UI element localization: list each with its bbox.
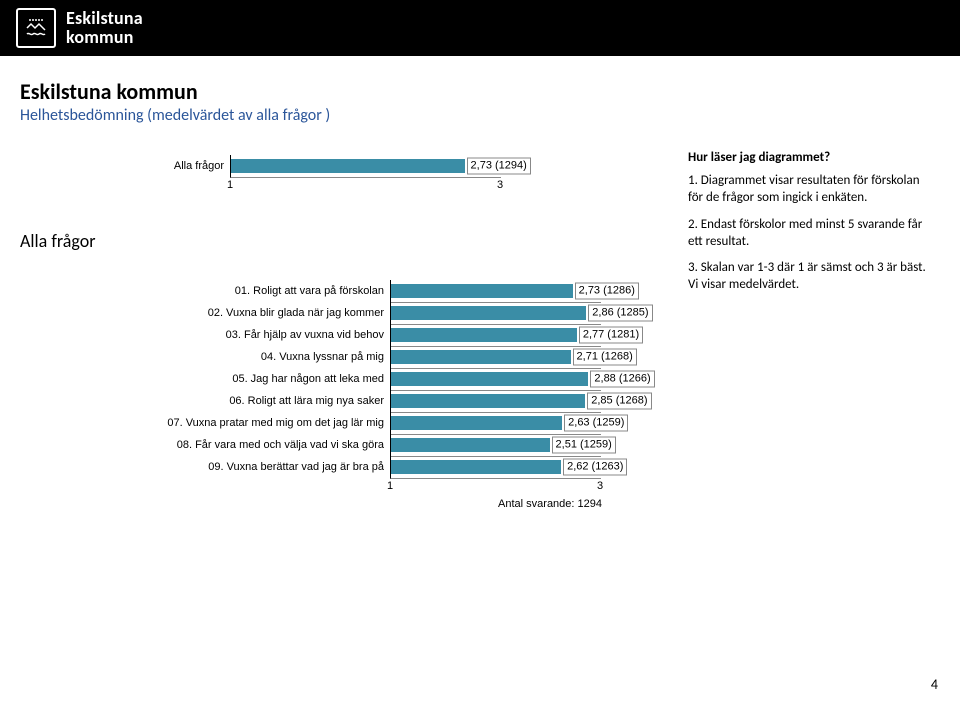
chart-value-label: 2,77 (1281) [579,326,643,343]
axis-tick: 1 [227,179,233,191]
chart-bar [391,372,588,386]
chart-value-label: 2,88 (1266) [590,370,654,387]
chart-value-label: 2,62 (1263) [563,458,627,475]
chart-bar [391,284,573,298]
chart-value-label: 2,73 (1286) [575,282,639,299]
chart-track: 2,73 (1294) [230,155,501,178]
chart-bar [391,350,571,364]
chart-row: Alla frågor2,73 (1294) [130,155,501,177]
chart-row-label: 03. Får hjälp av vuxna vid behov [130,329,390,341]
chart-overall: Alla frågor2,73 (1294)13 [130,155,501,195]
chart-axis: 13 [230,179,500,195]
chart-value-label: 2,85 (1268) [587,392,651,409]
chart-track: 2,77 (1281) [390,324,601,347]
explanation-p2: 2. Endast förskolor med minst 5 svarande… [688,217,932,251]
chart-row: 07. Vuxna pratar med mig om det jag lär … [130,412,601,434]
chart-row-label: 09. Vuxna berättar vad jag är bra på [130,461,390,473]
chart-bar [391,460,561,474]
chart-value-label: 2,71 (1268) [573,348,637,365]
explanation-title: Hur läser jag diagrammet? [688,150,932,167]
chart-bar [391,306,586,320]
chart-track: 2,73 (1286) [390,280,601,303]
chart-row-label: 07. Vuxna pratar med mig om det jag lär … [130,417,390,429]
chart-bar [391,328,577,342]
chart-bar [391,438,550,452]
chart-row: 01. Roligt att vara på förskolan2,73 (12… [130,280,601,302]
chart-track: 2,62 (1263) [390,456,601,479]
chart-row: 05. Jag har någon att leka med2,88 (1266… [130,368,601,390]
axis-tick: 1 [387,480,393,492]
explanation-box: Hur läser jag diagrammet? 1. Diagrammet … [688,150,932,304]
chart-value-label: 2,63 (1259) [564,414,628,431]
axis-tick: 3 [497,179,503,191]
chart-bar [231,159,465,173]
chart-row: 03. Får hjälp av vuxna vid behov2,77 (12… [130,324,601,346]
page-title: Eskilstuna kommun [20,78,198,105]
chart-row-label: 02. Vuxna blir glada när jag kommer [130,307,390,319]
chart-row-label: 08. Får vara med och välja vad vi ska gö… [130,439,390,451]
chart-footer-note: Antal svarande: 1294 [498,498,602,510]
chart-value-label: 2,86 (1285) [588,304,652,321]
chart-row: 09. Vuxna berättar vad jag är bra på2,62… [130,456,601,478]
chart-axis: 13Antal svarande: 1294 [390,480,600,496]
brand-line-2: kommun [66,28,143,47]
chart-row-label: Alla frågor [130,160,230,172]
chart-row-label: 01. Roligt att vara på förskolan [130,285,390,297]
chart-row: 08. Får vara med och välja vad vi ska gö… [130,434,601,456]
explanation-p3: 3. Skalan var 1-3 där 1 är sämst och 3 ä… [688,260,932,294]
chart-track: 2,51 (1259) [390,434,601,457]
page-number: 4 [931,676,938,693]
chart-row: 04. Vuxna lyssnar på mig2,71 (1268) [130,346,601,368]
section-label: Alla frågor [20,230,96,252]
page-subtitle: Helhetsbedömning (medelvärdet av alla fr… [20,106,330,125]
chart-bar [391,416,562,430]
chart-track: 2,88 (1266) [390,368,601,391]
chart-row-label: 05. Jag har någon att leka med [130,373,390,385]
chart-track: 2,85 (1268) [390,390,601,413]
chart-track: 2,63 (1259) [390,412,601,435]
chart-questions: 01. Roligt att vara på förskolan2,73 (12… [130,280,601,496]
chart-row: 02. Vuxna blir glada när jag kommer2,86 … [130,302,601,324]
chart-row: 06. Roligt att lära mig nya saker2,85 (1… [130,390,601,412]
chart-track: 2,86 (1285) [390,302,601,325]
axis-tick: 3 [597,480,603,492]
chart-row-label: 04. Vuxna lyssnar på mig [130,351,390,363]
chart-value-label: 2,51 (1259) [552,436,616,453]
chart-bar [391,394,585,408]
chart-value-label: 2,73 (1294) [467,157,531,174]
top-bar: Eskilstuna kommun [0,0,960,56]
explanation-p1: 1. Diagrammet visar resultaten för försk… [688,173,932,207]
chart-row-label: 06. Roligt att lära mig nya saker [130,395,390,407]
logo-icon [16,8,56,48]
chart-track: 2,71 (1268) [390,346,601,369]
logo-text: Eskilstuna kommun [66,9,143,47]
